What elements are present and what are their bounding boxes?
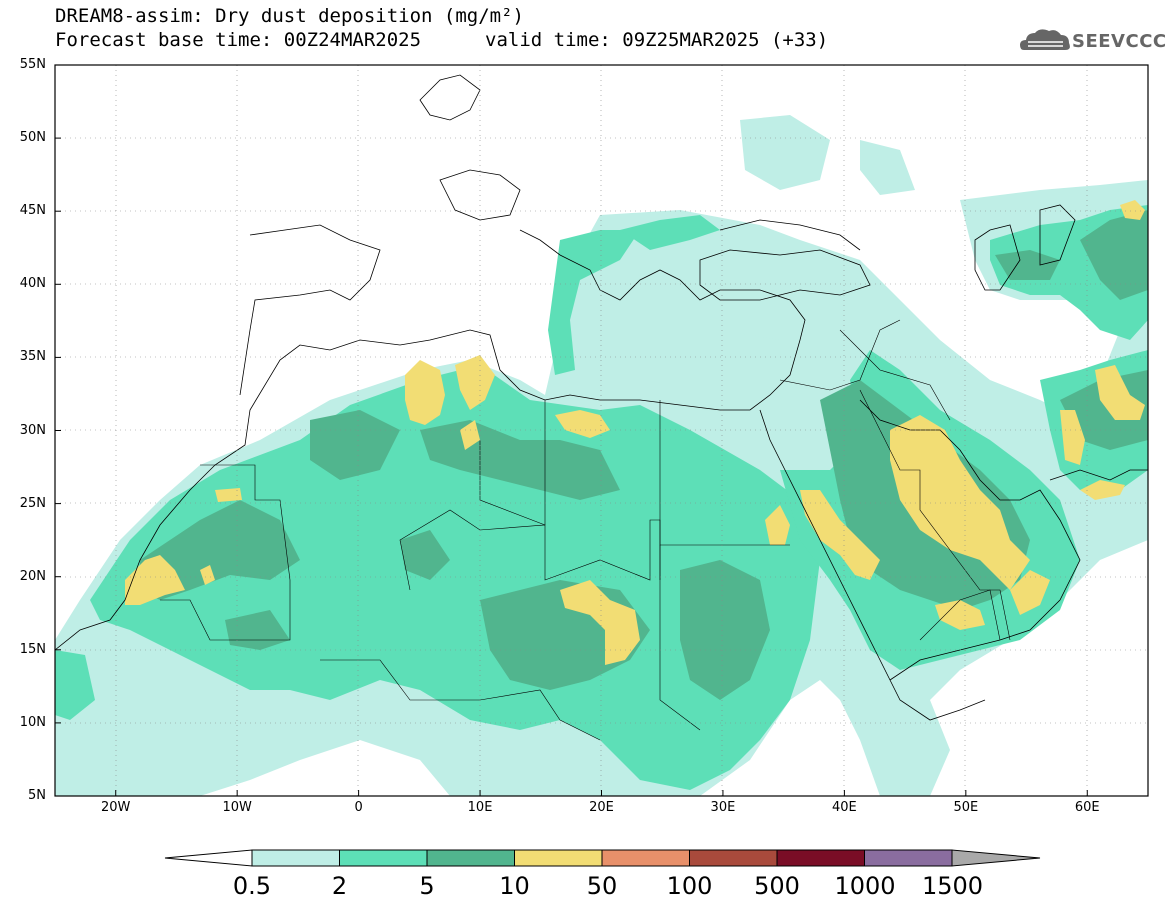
graticule bbox=[55, 65, 1148, 796]
lat-label: 15N bbox=[19, 641, 46, 657]
colorbar-level-label: 1000 bbox=[834, 872, 896, 900]
colorbar-level-label: 500 bbox=[754, 872, 800, 900]
cloud-logo-icon bbox=[1020, 29, 1070, 50]
lat-label: 30N bbox=[19, 422, 46, 438]
colorbar-high-arrow bbox=[951, 849, 1041, 867]
lat-label: 45N bbox=[19, 203, 46, 219]
colorbar-level-label: 5 bbox=[419, 872, 435, 900]
lon-label: 30E bbox=[710, 800, 736, 815]
map-title: DREAM8-assim: Dry dust deposition (mg/m²… bbox=[55, 5, 524, 27]
lon-label: 0 bbox=[354, 800, 363, 815]
colorbar-swatch bbox=[514, 849, 603, 867]
lat-label: 35N bbox=[19, 349, 46, 365]
colorbar-level-label: 100 bbox=[666, 872, 713, 900]
colorbar-swatch bbox=[426, 849, 515, 867]
lon-label: 20W bbox=[101, 800, 131, 815]
lon-label: 50E bbox=[953, 800, 979, 815]
colorbar-swatch bbox=[689, 849, 778, 867]
coastlines bbox=[55, 74, 1148, 721]
colorbar-low-arrow bbox=[164, 849, 253, 867]
logo-text: SEEVCCC bbox=[1072, 31, 1165, 52]
colorbar-level-label: 0.5 bbox=[232, 872, 272, 900]
lat-label: 10N bbox=[19, 714, 46, 730]
lat-label: 25N bbox=[19, 495, 46, 511]
dust-fields bbox=[55, 65, 1148, 796]
valid-time: valid time: 09Z25MAR2025 (+33) bbox=[485, 29, 829, 51]
axis-ticks bbox=[55, 64, 1088, 797]
lat-label: 20N bbox=[19, 568, 46, 584]
lon-label: 10W bbox=[222, 800, 252, 815]
lat-label: 55N bbox=[19, 57, 46, 72]
forecast-base-time: Forecast base time: 00Z24MAR2025 bbox=[55, 29, 422, 51]
colorbar-swatch bbox=[864, 849, 953, 867]
colorbar-level-label: 50 bbox=[586, 872, 618, 900]
lat-label: 5N bbox=[28, 788, 46, 803]
colorbar-level-label: 10 bbox=[499, 872, 530, 900]
dust-level-10-field bbox=[125, 200, 1145, 665]
lon-label: 20E bbox=[589, 800, 614, 815]
lon-label: 40E bbox=[831, 800, 857, 815]
colorbar-swatch bbox=[776, 849, 865, 867]
lat-label: 40N bbox=[19, 276, 46, 292]
colorbar-swatch bbox=[601, 849, 690, 867]
lon-label: 10E bbox=[467, 800, 493, 815]
colorbar-swatch bbox=[339, 849, 428, 867]
colorbar-level-label: 1500 bbox=[922, 872, 984, 900]
colorbar-swatches bbox=[251, 849, 953, 867]
colorbar-swatch bbox=[251, 849, 340, 867]
lat-label: 50N bbox=[19, 130, 46, 146]
colorbar-level-label: 2 bbox=[331, 872, 348, 900]
lon-label: 60E bbox=[1074, 800, 1100, 815]
